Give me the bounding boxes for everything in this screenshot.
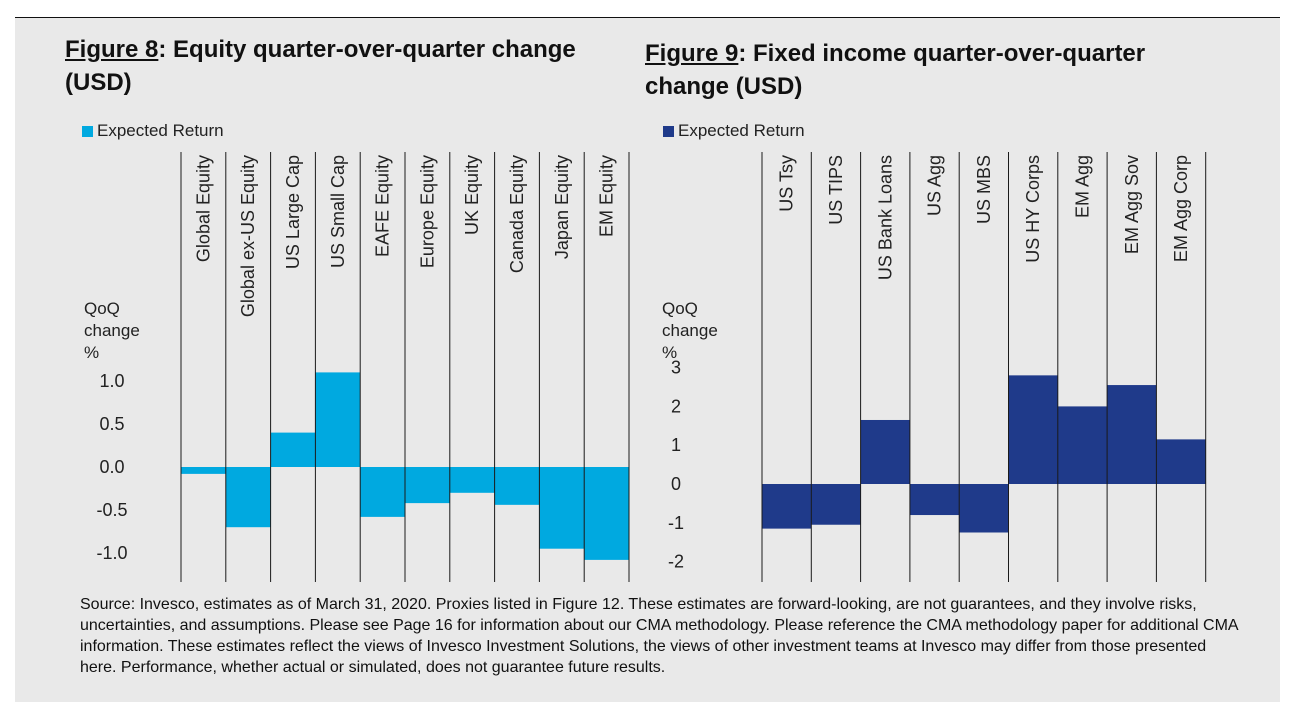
equity-category-label: Global ex-US Equity	[238, 155, 258, 317]
fixed-income-bar	[1156, 439, 1206, 484]
fixed-income-y-tick-label: 3	[671, 358, 681, 378]
legend-swatch	[82, 125, 93, 137]
figure-9-y-axis-label: QoQ change %	[662, 298, 718, 364]
fixed-income-category-label: US Bank Loans	[875, 155, 895, 280]
equity-y-tick-label: -0.5	[96, 500, 127, 520]
figure-9-title: Figure 9: Fixed income quarter-over-quar…	[645, 37, 1165, 103]
figure-9-label: Figure 9	[645, 40, 739, 67]
equity-bar	[449, 467, 495, 493]
equity-bar	[494, 467, 540, 505]
equity-category-label: UK Equity	[462, 155, 482, 235]
fixed-income-y-tick-label: 0	[671, 474, 681, 494]
equity-bar	[225, 467, 271, 528]
equity-bar	[315, 372, 361, 467]
fixed-income-category-label: EM Agg Corp	[1171, 155, 1191, 262]
fixed-income-bar	[1107, 385, 1157, 484]
fixed-income-y-tick-label: -1	[668, 513, 684, 533]
y-label-line: %	[84, 343, 100, 362]
fixed-income-category-label: EM Agg Sov	[1122, 155, 1142, 254]
y-label-line: %	[662, 343, 678, 362]
fixed-income-bar	[762, 484, 812, 529]
equity-category-label: EM Equity	[597, 155, 617, 237]
fixed-income-y-tick-label: -2	[668, 552, 684, 572]
fixed-income-category-label: US Agg	[925, 155, 945, 216]
fixed-income-bar	[959, 484, 1009, 533]
figure-9-legend-label: Expected Return	[678, 121, 805, 140]
equity-bar	[270, 432, 316, 467]
fixed-income-y-tick-label: 1	[671, 435, 681, 455]
y-label-line: change	[662, 321, 718, 340]
figure-9-legend: Expected Return	[663, 121, 805, 141]
fixed-income-category-label: US HY Corps	[1023, 155, 1043, 263]
fixed-income-category-label: EM Agg	[1072, 155, 1092, 218]
equity-category-label: EAFE Equity	[373, 155, 393, 257]
fixed-income-category-label: US MBS	[974, 155, 994, 224]
equity-y-tick-label: 0.5	[99, 414, 124, 434]
figure-8-legend: Expected Return	[82, 121, 224, 141]
equity-category-label: Canada Equity	[507, 155, 527, 273]
figure-8-title: Figure 8: Equity quarter-over-quarter ch…	[65, 33, 585, 99]
equity-y-tick-label: -1.0	[96, 543, 127, 563]
y-label-line: change	[84, 321, 140, 340]
fixed-income-y-tick-label: 2	[671, 396, 681, 416]
fixed-income-bar	[1057, 406, 1108, 484]
equity-bar	[539, 467, 585, 549]
figure-8-title-text: : Equity quarter-over-quarter change (US…	[65, 36, 576, 96]
figure-8-y-axis-label: QoQ change %	[84, 298, 140, 364]
equity-bar	[181, 467, 226, 474]
fixed-income-bar	[1008, 375, 1058, 484]
figure-8-legend-label: Expected Return	[97, 121, 224, 140]
source-note: Source: Invesco, estimates as of March 3…	[80, 596, 1238, 676]
figure-9-title-text: : Fixed income quarter-over-quarter chan…	[645, 40, 1146, 100]
fixed-income-bar	[909, 484, 960, 516]
fixed-income-bar	[811, 484, 861, 525]
fixed-income-category-label: US TIPS	[826, 155, 846, 225]
equity-category-label: Global Equity	[193, 155, 213, 262]
equity-category-label: Japan Equity	[552, 155, 572, 259]
figure-8-label: Figure 8	[65, 36, 159, 63]
equity-bar	[584, 467, 629, 560]
equity-bar	[405, 467, 450, 504]
y-label-line: QoQ	[662, 299, 698, 318]
fixed-income-category-label: US Tsy	[777, 155, 797, 212]
legend-swatch	[663, 125, 674, 137]
equity-y-tick-label: 1.0	[99, 371, 124, 391]
equity-y-tick-label: 0.0	[99, 457, 124, 477]
y-label-line: QoQ	[84, 299, 120, 318]
fixed-income-bar	[860, 419, 910, 484]
equity-category-label: Europe Equity	[417, 155, 437, 268]
equity-bar	[360, 467, 405, 517]
equity-category-label: US Small Cap	[328, 155, 348, 268]
equity-category-label: US Large Cap	[283, 155, 303, 269]
top-rule	[15, 17, 1280, 18]
